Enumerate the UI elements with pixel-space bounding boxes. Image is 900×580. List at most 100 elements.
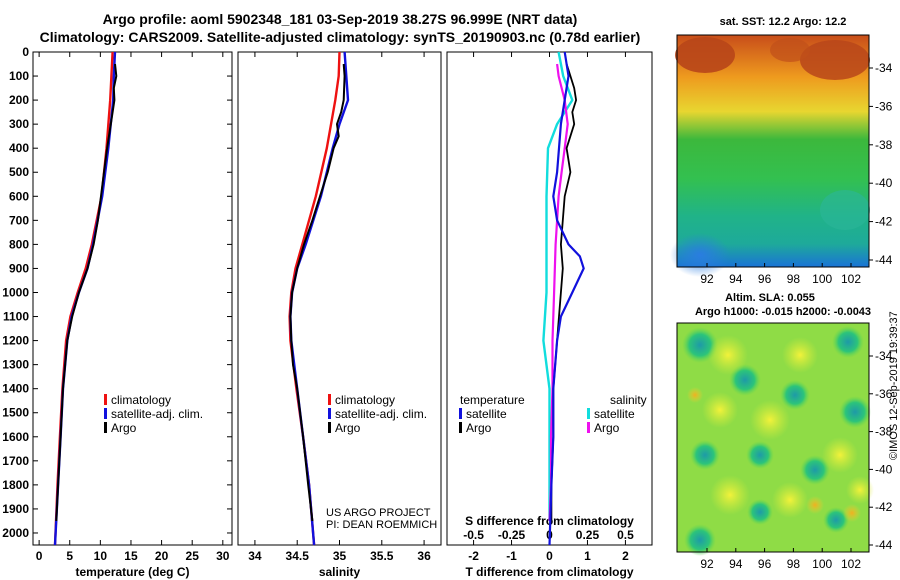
legend-swatch xyxy=(328,408,331,419)
sla-blob xyxy=(806,496,824,514)
salinity-argo-line xyxy=(289,63,346,522)
legend-label: satellite xyxy=(594,407,635,421)
sla-blob xyxy=(823,507,849,533)
y-tick-label: 1600 xyxy=(2,430,29,444)
legend-title-salinity: salinity xyxy=(610,393,647,407)
sla-blob xyxy=(750,400,790,440)
legend-swatch xyxy=(587,408,590,419)
sla-blobs xyxy=(682,326,874,556)
map-x-tick-label: 102 xyxy=(841,272,861,286)
map-y-tick-label: -42 xyxy=(875,500,893,514)
legend-title-temperature: temperature xyxy=(460,393,525,407)
credit-line1: US ARGO PROJECT xyxy=(326,507,431,519)
legend-label: satellite-adj. clim. xyxy=(335,407,427,421)
sla-blob xyxy=(782,337,818,373)
sla-blob xyxy=(846,476,874,504)
map-y-tick-label: -34 xyxy=(875,61,893,75)
map-x-tick-label: 98 xyxy=(787,557,801,571)
sla-blob xyxy=(839,396,871,428)
map-x-tick-label: 96 xyxy=(758,557,772,571)
figure-title-line2: Climatology: CARS2009. Satellite-adjuste… xyxy=(39,29,641,45)
credit-block: US ARGO PROJECT PI: DEAN ROEMMICH xyxy=(326,507,437,531)
x-tick-label: 34 xyxy=(248,549,262,563)
y-tick-label: 1400 xyxy=(2,382,29,396)
x-tick-label: 0 xyxy=(546,549,553,563)
sla-blob xyxy=(702,392,738,428)
x-tick-label: 20 xyxy=(155,549,169,563)
legend-label: Argo xyxy=(335,421,361,435)
sla-blob xyxy=(708,335,748,375)
y-tick-label: 700 xyxy=(9,213,29,227)
y-tick-label: 500 xyxy=(9,165,29,179)
map-y-tick-label: -36 xyxy=(875,99,893,113)
x-tick-label: 36 xyxy=(417,549,431,563)
sla-blob xyxy=(747,499,773,525)
s-tick-label: 0.25 xyxy=(576,528,600,542)
x-axis-label: temperature (deg C) xyxy=(75,565,189,579)
y-tick-label: 1500 xyxy=(2,406,29,420)
y-tick-label: 1000 xyxy=(2,285,29,299)
y-tick-label: 600 xyxy=(9,189,29,203)
map-y-tick-label: -40 xyxy=(875,462,893,476)
sst-warm-patch xyxy=(770,38,810,62)
sla-blob xyxy=(772,482,808,518)
legend-swatch xyxy=(104,422,107,433)
map-y-tick-label: -36 xyxy=(875,387,893,401)
legend-label: Argo xyxy=(594,421,620,435)
x-axis-label: salinity xyxy=(319,565,361,579)
y-tick-label: 1300 xyxy=(2,358,29,372)
sla-map-title2: Argo h1000: -0.015 h2000: -0.0043 xyxy=(695,306,871,318)
map-x-tick-label: 102 xyxy=(841,557,861,571)
sla-map-frame xyxy=(676,322,870,553)
legend-label: Argo xyxy=(111,421,137,435)
x-tick-label: 35.5 xyxy=(370,549,394,563)
y-tick-label: 200 xyxy=(9,93,29,107)
x-tick-label: 25 xyxy=(186,549,200,563)
legend-label: satellite-adj. clim. xyxy=(111,407,203,421)
x-tick-label: 1 xyxy=(584,549,591,563)
sst-warm-patch xyxy=(800,40,870,80)
legend-swatch xyxy=(459,422,462,433)
sla-blob xyxy=(800,455,830,485)
legend-swatch xyxy=(104,408,107,419)
map-x-tick-label: 96 xyxy=(758,272,772,286)
salinity-axes: 34 34.5 35 35.5 36 salinity climatologysatelli… xyxy=(237,51,442,579)
y-tick-label: 300 xyxy=(9,117,29,131)
x-axis-label: T difference from climatology xyxy=(465,565,633,579)
map-y-tick-label: -34 xyxy=(875,349,893,363)
s-tick-label: -0.25 xyxy=(498,528,526,542)
x-tick-label: 2 xyxy=(622,549,629,563)
x-tick-label: 15 xyxy=(124,549,138,563)
y-tick-label: 1800 xyxy=(2,478,29,492)
sla-blob xyxy=(684,524,716,556)
x-tick-label: 10 xyxy=(94,549,108,563)
legend-label: Argo xyxy=(466,421,492,435)
map-y-tick-label: -38 xyxy=(875,425,893,439)
map-y-tick-label: -44 xyxy=(875,538,893,552)
legend-swatch xyxy=(459,408,462,419)
temperature-argo-line xyxy=(55,63,118,522)
credit-line2: PI: DEAN ROEMMICH xyxy=(326,519,438,531)
legend-label: climatology xyxy=(335,393,395,407)
legend-swatch xyxy=(587,422,590,433)
y-tick-label: 0 xyxy=(22,45,29,59)
map-y-tick-label: -44 xyxy=(875,253,893,267)
y-tick-label: 400 xyxy=(9,141,29,155)
legend-label: satellite xyxy=(466,407,507,421)
map-x-tick-label: 98 xyxy=(787,272,801,286)
temperature-axes: 0100200300400500600700800900100011001200… xyxy=(2,45,233,579)
sst-map-frame xyxy=(676,34,870,268)
x-tick-label: 0 xyxy=(36,549,43,563)
y-tick-label: 1200 xyxy=(2,334,29,348)
sst-map-title: sat. SST: 12.2 Argo: 12.2 xyxy=(720,16,847,28)
y-tick-label: 1700 xyxy=(2,454,29,468)
x-tick-label: 5 xyxy=(66,549,73,563)
map-x-tick-label: 100 xyxy=(812,272,832,286)
s-satellite-line xyxy=(542,51,574,521)
x-tick-label: 34.5 xyxy=(286,549,310,563)
y-tick-label: 800 xyxy=(9,237,29,251)
map-y-tick-label: -42 xyxy=(875,215,893,229)
legend-label: climatology xyxy=(111,393,171,407)
y-tick-label: 900 xyxy=(9,261,29,275)
